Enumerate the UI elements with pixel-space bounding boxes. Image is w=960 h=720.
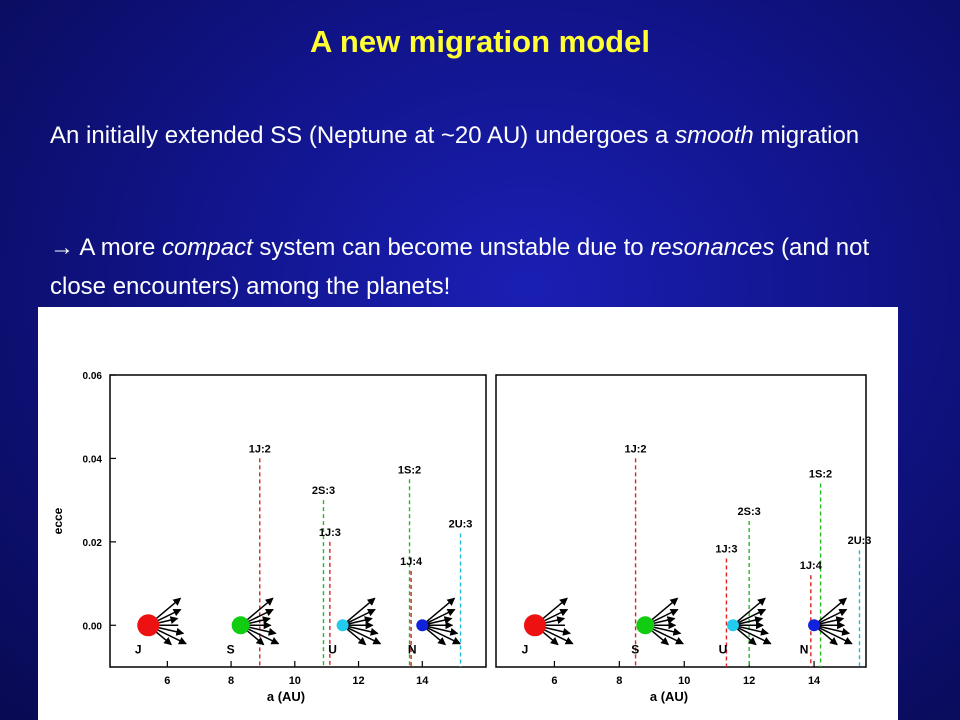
x-axis-label: a (AU) (650, 689, 688, 704)
resonance-label: 1J:3 (715, 544, 737, 556)
migration-figure: 6 8 10 12 14 0.00 0.02 0.04 0.06 a (AU) ecce 1J:2 2S… (38, 307, 898, 720)
resonance-label: 1J:2 (625, 443, 647, 455)
planet-label: N (408, 642, 417, 656)
velocity-arrow (813, 597, 848, 626)
planet-marker (808, 619, 821, 632)
velocity-arrow (342, 608, 376, 626)
velocity-arrow (421, 608, 456, 626)
conclusion-text-part3: (and not close encounters) among the pla… (50, 234, 870, 300)
x-tick-label: 12 (352, 675, 364, 687)
resonance-label: 2S:3 (738, 506, 761, 518)
velocity-arrow (342, 624, 379, 636)
planet-marker (416, 619, 429, 632)
planet-marker (137, 614, 160, 637)
velocity-arrow (342, 597, 376, 626)
intro-text-part2: migration (753, 122, 860, 149)
planet-label: U (719, 642, 728, 656)
conclusion-paragraph: → A more compact system can become unsta… (50, 228, 910, 306)
velocity-arrow (732, 597, 766, 626)
conclusion-text-italic2: resonances (650, 234, 775, 261)
conclusion-text-italic1: compact (162, 234, 253, 261)
resonance-label: 1S:2 (398, 464, 421, 476)
x-tick-label: 6 (551, 675, 557, 687)
y-tick-label: 0.02 (83, 538, 103, 549)
planet-label: S (631, 642, 639, 656)
resonance-label: 2U:3 (449, 519, 473, 531)
x-tick-label: 10 (289, 675, 301, 687)
y-tick-label: 0.06 (83, 371, 103, 382)
velocity-arrow (813, 624, 853, 645)
planet-marker (336, 619, 349, 632)
planet-marker (636, 616, 655, 635)
velocity-arrow (732, 608, 767, 626)
velocity-arrow (732, 624, 772, 645)
x-tick-label: 8 (616, 675, 622, 687)
intro-paragraph: An initially extended SS (Neptune at ~20… (50, 116, 910, 155)
resonance-label: 1J:3 (319, 527, 341, 539)
y-tick-label: 0.00 (83, 621, 103, 632)
y-tick-label: 0.04 (83, 454, 103, 465)
resonance-label: 1J:4 (800, 560, 823, 572)
resonance-label: 2U:3 (848, 535, 872, 547)
planet-label: J (135, 642, 142, 656)
velocity-arrow (813, 608, 848, 626)
planet-label: J (522, 642, 529, 656)
migration-chart-svg: 6 8 10 12 14 0.00 0.02 0.04 0.06 a (AU) ecce 1J:2 2S… (51, 371, 872, 704)
planet-label: S (227, 642, 235, 656)
planet-marker (523, 614, 546, 637)
y-axis-label: ecce (51, 507, 65, 534)
x-tick-label: 12 (743, 675, 755, 687)
intro-text-italic: smooth (675, 122, 754, 149)
planet-label: U (328, 642, 337, 656)
velocity-arrow (421, 624, 461, 645)
slide-title: A new migration model (310, 24, 650, 59)
intro-text-part1: An initially extended SS (Neptune at ~20… (50, 122, 676, 149)
x-tick-label: 8 (228, 675, 234, 687)
resonance-label: 1J:4 (400, 556, 423, 568)
conclusion-text-part1: A more (74, 234, 163, 261)
velocity-arrow (421, 597, 456, 626)
resonance-label: 1J:2 (249, 443, 271, 455)
plot-frame (109, 374, 487, 668)
x-axis-label: a (AU) (267, 689, 305, 704)
arrow-icon: → (50, 234, 74, 261)
x-tick-label: 6 (164, 675, 170, 687)
planet-marker (726, 619, 739, 632)
x-tick-label: 14 (416, 675, 429, 687)
resonance-label: 1S:2 (809, 468, 832, 480)
x-tick-label: 14 (808, 675, 821, 687)
planet-marker (231, 616, 250, 635)
x-tick-label: 10 (678, 675, 690, 687)
velocity-arrow (342, 624, 382, 645)
resonance-label: 2S:3 (312, 485, 335, 497)
planet-label: N (800, 642, 809, 656)
conclusion-text-part2: system can become unstable due to (252, 234, 651, 261)
velocity-arrow (422, 624, 459, 636)
plot-frame (495, 374, 867, 668)
